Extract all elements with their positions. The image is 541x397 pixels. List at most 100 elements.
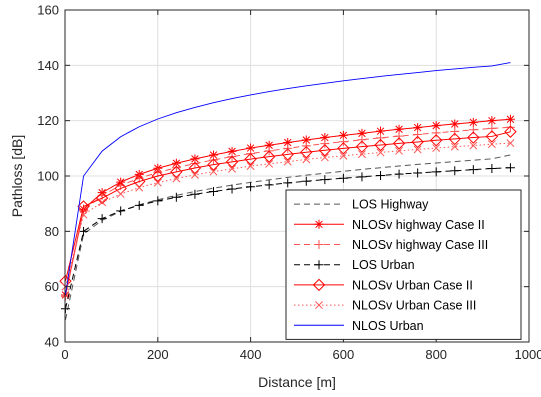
data-point-nlosv-urban-case-iii [190, 170, 199, 179]
data-point-nlosv-urban-case-iii [135, 183, 144, 192]
data-point-nlosv-urban-case-ii [318, 144, 332, 157]
series-line-nlos-urban [65, 62, 511, 296]
data-point-nlosv-urban-case-iii [283, 157, 292, 166]
y-tick-label: 100 [37, 169, 59, 184]
data-point-nlosv-urban-case-iii [302, 155, 311, 164]
data-point-nlosv-urban-case-iii [209, 167, 218, 176]
data-point-nlosv-highway-case-ii [338, 130, 348, 140]
data-point-nlosv-urban-case-ii [374, 138, 387, 152]
data-point-nlosv-highway-case-ii [394, 124, 404, 134]
data-point-nlosv-urban-case-iii [487, 140, 496, 149]
data-point-nlosv-urban-case-iii [79, 210, 88, 219]
data-point-nlosv-highway-case-ii [246, 143, 256, 153]
data-point-nlosv-urban-case-iii [265, 159, 274, 168]
data-point-nlosv-urban-case-iii [358, 150, 366, 159]
data-point-nlosv-urban-case-iii [116, 190, 125, 198]
series-layer [59, 62, 517, 320]
data-point-nlosv-urban-case-iii [432, 144, 441, 153]
legend-label: NLOSv Urban Case III [352, 299, 476, 313]
x-axis-title: Distance [m] [258, 374, 336, 390]
legend-marker [314, 240, 324, 249]
data-point-nlosv-urban-case-iii [450, 142, 459, 151]
data-point-los-urban [450, 166, 460, 176]
data-point-los-urban [283, 178, 293, 188]
data-point-nlosv-urban-case-ii [300, 145, 313, 159]
axis-tick-labels: 0 200 400 600 800 1000 40 60 80 100 120 140 160 [37, 3, 541, 363]
legend-entry: NLOSv Urban Case III [294, 299, 476, 313]
data-point-nlosv-highway-case-iii [431, 128, 441, 138]
data-point-nlosv-urban-case-ii [429, 134, 443, 147]
data-point-los-urban [134, 200, 144, 210]
legend-entry: NLOS Urban [294, 319, 424, 333]
data-point-los-urban [487, 164, 497, 174]
data-point-nlosv-highway-case-iii [505, 122, 515, 132]
y-tick-label: 160 [37, 3, 59, 18]
data-point-nlosv-urban-case-ii [188, 161, 202, 175]
data-point-los-urban [264, 180, 274, 190]
legend-marker [314, 219, 324, 229]
data-point-nlosv-urban-case-ii [244, 152, 257, 166]
data-point-nlosv-highway-case-iii [301, 141, 311, 151]
x-tick-label: 600 [333, 347, 355, 362]
data-point-los-urban [505, 163, 515, 173]
data-point-los-urban [394, 169, 404, 179]
data-point-los-urban [116, 206, 126, 216]
data-point-nlosv-urban-case-iii [246, 162, 255, 170]
data-point-nlosv-highway-case-iii [376, 133, 386, 143]
legend-label: NLOS Urban [352, 319, 424, 333]
series-los-urban [60, 163, 515, 314]
data-point-nlosv-highway-case-iii [208, 155, 218, 165]
data-point-nlosv-highway-case-ii [208, 150, 218, 160]
data-point-nlosv-urban-case-iii [376, 148, 385, 157]
series-nlosv-urban-case-iii [61, 139, 515, 291]
y-tick-label: 120 [37, 113, 59, 128]
data-point-los-urban [468, 165, 478, 175]
data-point-nlosv-highway-case-iii [338, 137, 348, 147]
y-tick-label: 140 [37, 58, 59, 73]
legend-label: NLOSv highway Case II [352, 218, 485, 232]
data-point-nlosv-urban-case-iii [320, 153, 329, 162]
data-point-nlosv-highway-case-ii [283, 138, 293, 148]
data-point-nlosv-urban-case-ii [262, 150, 276, 163]
data-point-los-urban [97, 214, 107, 224]
y-tick-label: 40 [45, 335, 59, 350]
data-point-nlosv-urban-case-ii [392, 137, 406, 150]
legend-label: NLOSv highway Case III [352, 238, 488, 252]
data-point-los-urban [171, 192, 181, 202]
legend-marker [315, 301, 323, 310]
y-tick-label: 80 [45, 224, 59, 239]
data-point-los-urban [338, 173, 348, 183]
data-point-nlosv-highway-case-ii [487, 116, 497, 126]
legend-marker [312, 278, 326, 292]
legend-entry: NLOSv Urban Case II [294, 278, 473, 292]
data-point-los-urban [431, 167, 441, 177]
data-point-nlosv-urban-case-ii [95, 191, 109, 205]
y-axis-title: Pathloss [dB] [9, 135, 25, 218]
x-tick-label: 1000 [515, 347, 541, 362]
data-point-nlosv-urban-case-ii [170, 165, 183, 179]
y-tick-label: 60 [45, 279, 59, 294]
data-point-nlosv-highway-case-ii [320, 133, 330, 143]
legend-entry: NLOSv highway Case II [294, 218, 485, 232]
legend-label: NLOSv Urban Case II [352, 278, 473, 292]
data-point-nlosv-urban-case-ii [207, 158, 220, 171]
data-point-nlosv-urban-case-iii [339, 151, 348, 160]
legend-label: LOS Urban [352, 258, 415, 272]
x-tick-label: 400 [240, 347, 262, 362]
data-point-nlosv-urban-case-ii [281, 148, 294, 161]
data-point-nlosv-urban-case-ii [485, 130, 499, 143]
data-point-nlosv-urban-case-ii [151, 169, 165, 183]
data-point-nlosv-highway-case-ii [505, 114, 515, 124]
data-point-nlosv-highway-case-ii [468, 117, 478, 127]
data-point-nlosv-highway-case-iii [450, 126, 460, 136]
data-point-nlosv-highway-case-iii [413, 130, 423, 139]
data-point-nlosv-urban-case-iii [395, 146, 404, 155]
data-point-los-urban [413, 168, 423, 178]
data-point-nlosv-highway-case-iii [171, 163, 181, 173]
data-point-nlosv-highway-case-iii [153, 167, 163, 177]
data-point-nlosv-urban-case-iii [153, 178, 162, 187]
legend-entry: LOS Highway [294, 198, 429, 212]
data-point-los-urban [357, 172, 367, 182]
data-point-nlosv-urban-case-iii [413, 145, 422, 154]
